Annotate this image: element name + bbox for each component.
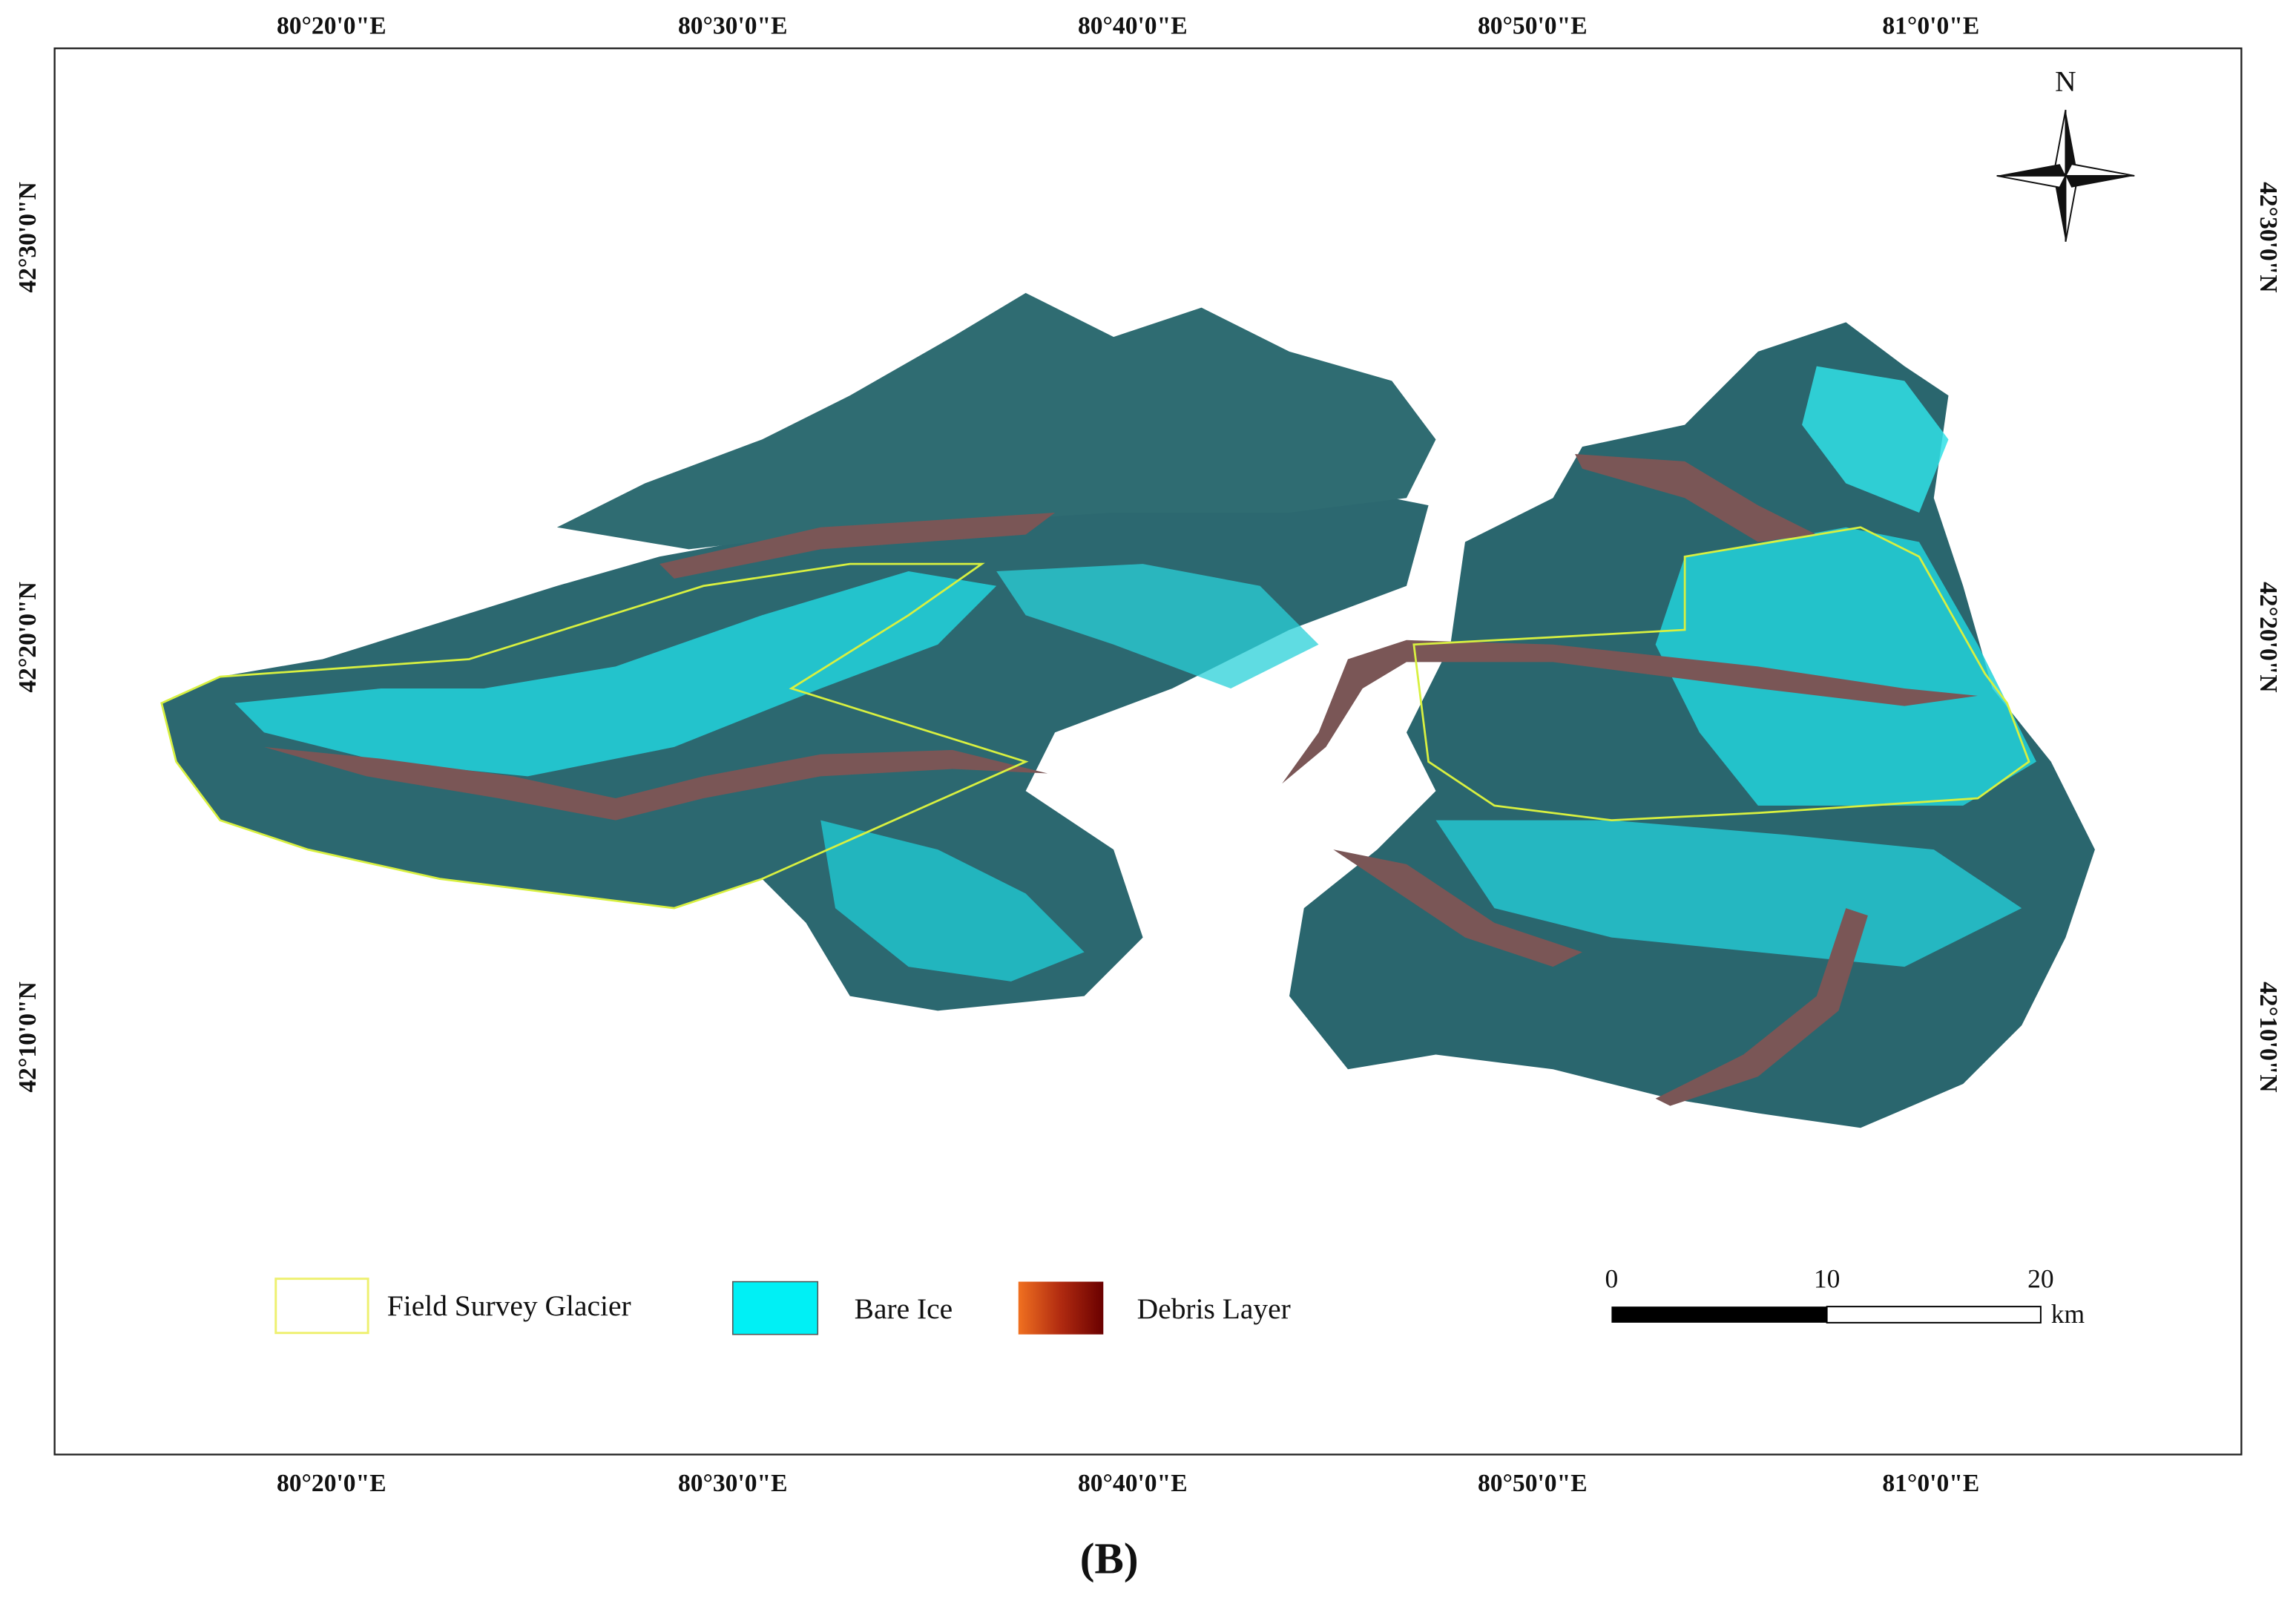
- longitude-label: 80°20'0"E: [277, 1470, 386, 1497]
- compass-point: [2053, 172, 2066, 242]
- longitude-label: 81°0'0"E: [1882, 12, 1979, 39]
- legend-swatch: [1018, 1281, 1104, 1335]
- scale-label: 0: [1605, 1263, 1619, 1293]
- bare-ice: [234, 571, 997, 777]
- scale-segment: [1826, 1306, 2042, 1324]
- scale-bar: 0 10 20 km: [1605, 1263, 2085, 1328]
- latitude-label: 42°10'0"N: [2254, 982, 2282, 1092]
- debris-tongue: [1655, 908, 1868, 1106]
- debris-tongue: [263, 746, 1048, 821]
- longitude-label: 80°40'0"E: [1078, 12, 1188, 39]
- latitude-label: 42°30'0"N: [2254, 182, 2282, 292]
- scale-label: 20: [2027, 1263, 2054, 1293]
- longitude-label: 80°40'0"E: [1078, 1470, 1188, 1497]
- compass-point: [2065, 110, 2078, 179]
- compass-point: [2065, 175, 2135, 188]
- compass-point: [1996, 164, 2066, 176]
- longitude-label: 80°20'0"E: [277, 12, 386, 39]
- longitude-label: 81°0'0"E: [1882, 1470, 1979, 1497]
- compass-point: [2064, 163, 2135, 177]
- legend-label: Bare Ice: [855, 1292, 953, 1325]
- legend-swatch: [731, 1281, 819, 1335]
- legend-label: Field Survey Glacier: [387, 1289, 631, 1322]
- bare-ice: [820, 820, 1085, 982]
- longitude-label: 80°50'0"E: [1478, 1470, 1588, 1497]
- scale-segment: [1611, 1306, 1827, 1323]
- latitude-label: 42°30'0"N: [14, 182, 42, 292]
- bare-ice: [996, 564, 1319, 688]
- legend-swatch: [274, 1278, 369, 1335]
- debris-tongue: [1333, 849, 1582, 967]
- latitude-label: 42°20'0"N: [14, 582, 42, 692]
- caption: (B): [1080, 1533, 1139, 1582]
- north-arrow: N: [1996, 65, 2135, 242]
- scale-unit: km: [2051, 1299, 2085, 1329]
- legend-label: Debris Layer: [1137, 1292, 1291, 1325]
- latitude-label: 42°20'0"N: [2254, 582, 2282, 692]
- field-survey-outline: [160, 562, 1029, 910]
- north-label: N: [2055, 65, 2076, 97]
- legend: Field Survey Glacier Bare Ice Debris Lay…: [274, 1278, 1291, 1335]
- latitude-label: 42°10'0"N: [14, 982, 42, 1092]
- longitude-label: 80°50'0"E: [1478, 12, 1588, 39]
- debris-tongue: [1282, 640, 1978, 784]
- field-survey-outline: [1412, 526, 2030, 822]
- compass-point: [1996, 174, 2068, 188]
- bare-ice: [1802, 366, 1949, 513]
- longitude-label: 80°30'0"E: [678, 12, 788, 39]
- glacier-area: [556, 292, 1436, 550]
- longitude-label: 80°30'0"E: [678, 1470, 788, 1497]
- debris-tongue: [1575, 454, 1817, 542]
- debris-tongue: [659, 513, 1056, 579]
- scale-label: 10: [1814, 1263, 1841, 1293]
